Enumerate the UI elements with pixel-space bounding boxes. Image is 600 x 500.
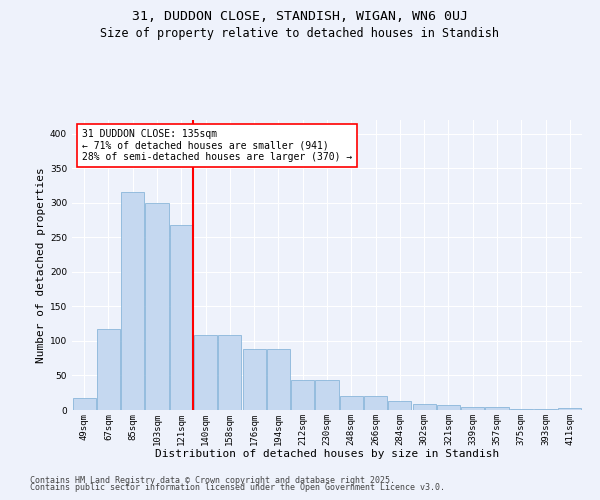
Bar	[388, 401, 412, 410]
Bar	[145, 203, 169, 410]
Y-axis label: Number of detached properties: Number of detached properties	[36, 167, 46, 363]
Bar	[364, 396, 387, 410]
Text: Size of property relative to detached houses in Standish: Size of property relative to detached ho…	[101, 28, 499, 40]
Bar	[291, 380, 314, 410]
Bar	[437, 405, 460, 410]
Bar	[316, 380, 338, 410]
Bar	[340, 396, 363, 410]
Bar	[73, 398, 95, 410]
Bar	[510, 408, 533, 410]
Bar	[218, 334, 241, 410]
Bar	[97, 328, 120, 410]
Text: 31 DUDDON CLOSE: 135sqm
← 71% of detached houses are smaller (941)
28% of semi-d: 31 DUDDON CLOSE: 135sqm ← 71% of detache…	[82, 128, 352, 162]
Text: 31, DUDDON CLOSE, STANDISH, WIGAN, WN6 0UJ: 31, DUDDON CLOSE, STANDISH, WIGAN, WN6 0…	[132, 10, 468, 23]
Bar	[559, 408, 581, 410]
Bar	[194, 334, 217, 410]
Text: Contains public sector information licensed under the Open Government Licence v3: Contains public sector information licen…	[30, 484, 445, 492]
Bar	[461, 406, 484, 410]
Bar	[170, 225, 193, 410]
Bar	[485, 407, 509, 410]
Bar	[242, 349, 266, 410]
Bar	[267, 349, 290, 410]
X-axis label: Distribution of detached houses by size in Standish: Distribution of detached houses by size …	[155, 449, 499, 459]
Text: Contains HM Land Registry data © Crown copyright and database right 2025.: Contains HM Land Registry data © Crown c…	[30, 476, 395, 485]
Bar	[121, 192, 144, 410]
Bar	[413, 404, 436, 410]
